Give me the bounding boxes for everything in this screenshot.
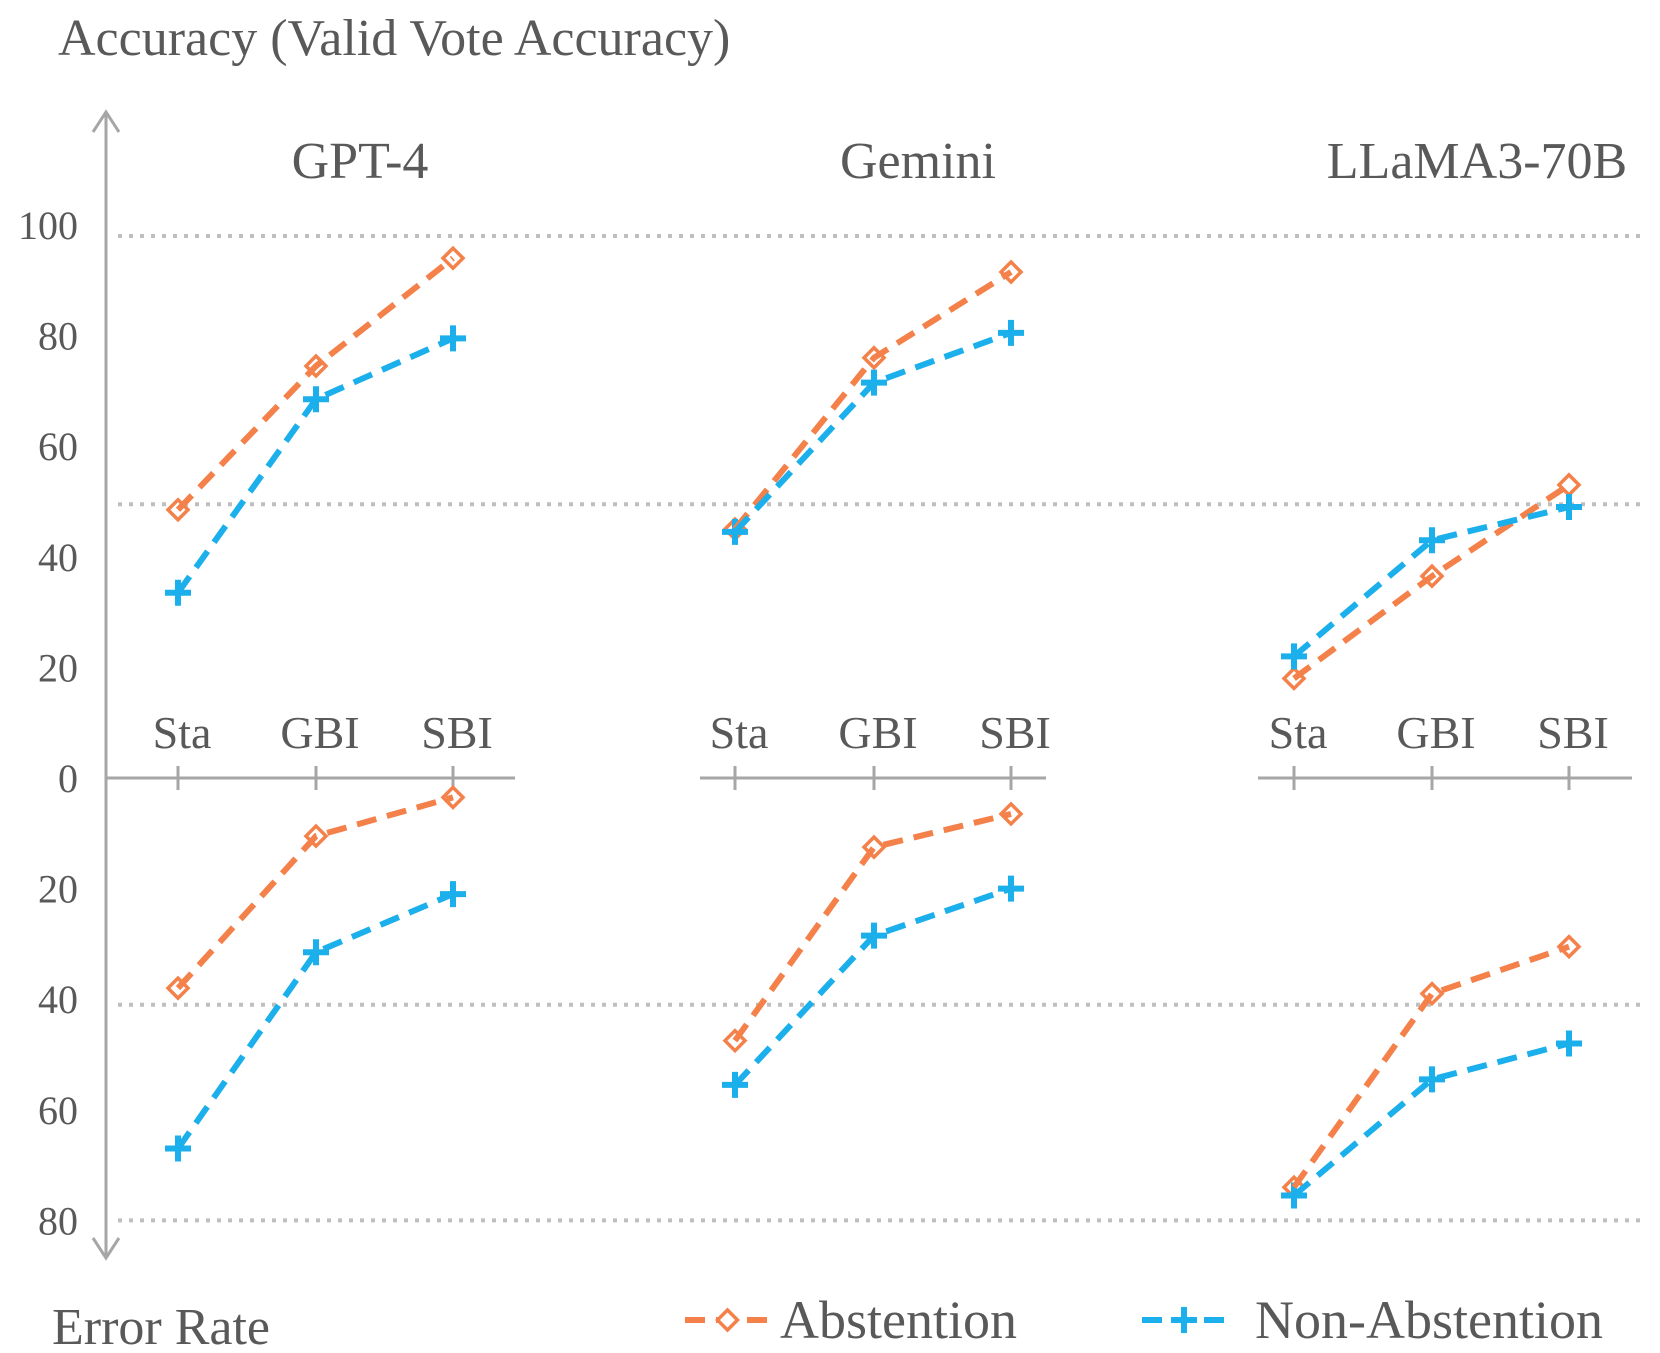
series-line-non-abstention-error_rate [1292,1040,1570,1198]
series-line-non-abstention-error_rate [175,891,455,1151]
legend-marker-plus-icon [1171,1307,1197,1333]
y-tick-label-top: 0 [58,756,78,801]
data-point-non-abstention-accuracy-gbi [303,386,329,413]
gridlines [118,234,1640,1223]
labels: 100 80 60 40 20 0 20 40 60 80 Accuracy (Valid Vote… [18,10,1627,1353]
legend-marker-diamond-icon [715,1307,740,1333]
y-tick-label-bottom: 80 [38,1198,78,1243]
series-line-abstention-error_rate [1291,943,1570,1189]
series-line-abstention-error_rate [732,811,1012,1043]
x-tick-label: SBI [979,707,1051,758]
series-line-abstention-accuracy [175,255,455,512]
series-line-abstention-accuracy [732,269,1013,532]
series-line-non-abstention-accuracy [175,335,455,595]
y-tick-label-bottom: 60 [38,1088,78,1133]
y-tick-label-top: 40 [38,535,78,580]
panel-title: GPT-4 [292,133,429,190]
x-tick-label: GBI [1396,707,1475,758]
panel-title: LLaMA3-70B [1327,133,1627,190]
series [165,245,1582,1209]
y-tick-label-bottom: 20 [38,867,78,912]
x-tick-label: SBI [421,707,493,758]
panel-title: Gemini [840,133,996,190]
legend: Abstention Non-Abstention [685,1290,1603,1350]
data-point-non-abstention-error_rate-gbi [303,939,329,966]
x-tick-label: Sta [153,707,212,758]
y-tick-label-top: 100 [18,203,78,248]
y-tick-label-bottom: 40 [38,977,78,1022]
series-line-non-abstention-error_rate [732,885,1012,1087]
data-point-non-abstention-error_rate-sta [722,1071,748,1098]
x-tick-label: Sta [710,707,769,758]
y-axis-arrow-up [91,109,121,133]
legend-label: Non-Abstention [1255,1290,1603,1350]
y-axis-arrow-down [91,1237,121,1261]
axes [91,109,1632,1261]
x-tick-label: Sta [1269,707,1328,758]
legend-label: Abstention [780,1290,1017,1350]
y-axis-title-bottom: Error Rate [52,1299,270,1353]
series-line-abstention-accuracy [1292,482,1571,681]
x-tick-label: GBI [838,707,917,758]
y-axis-title-top: Accuracy (Valid Vote Accuracy) [58,10,730,67]
y-tick-label-top: 80 [38,314,78,359]
series-line-abstention-error_rate [175,794,454,991]
y-tick-label-top: 20 [38,645,78,690]
x-tick-label: SBI [1537,707,1609,758]
y-tick-label-top: 60 [38,424,78,469]
x-tick-label: GBI [280,707,359,758]
series-line-non-abstention-accuracy [732,330,1013,534]
